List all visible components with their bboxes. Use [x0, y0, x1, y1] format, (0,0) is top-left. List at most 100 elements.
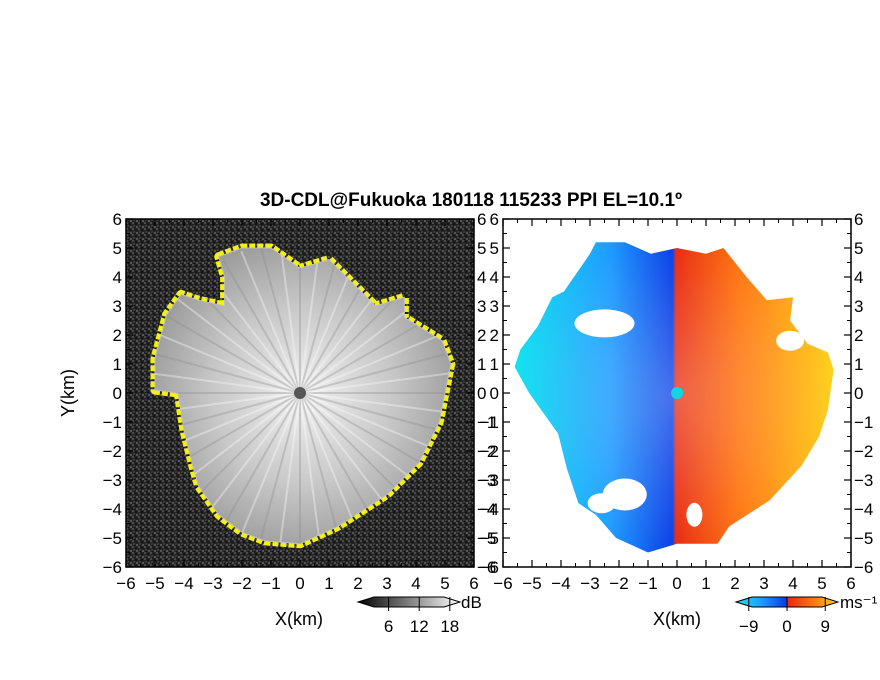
velocity-gap: [776, 330, 805, 351]
reflectivity-ytick-label: −4: [103, 500, 122, 519]
velocity-ytick-label: 0: [490, 384, 499, 403]
reflectivity-streak: [155, 307, 301, 394]
velocity-ytick-label: −5: [480, 529, 499, 548]
reflectivity-ytick-label: 5: [113, 239, 122, 258]
velocity-colorbar: −9 0 9 ms⁻¹: [734, 593, 878, 636]
reflectivity-streak: [278, 248, 301, 394]
velocity-ytick-label: −4: [480, 500, 499, 519]
reflectivity-colorbar-tick-label: 18: [440, 617, 459, 636]
velocity-xtick-label: 1: [701, 574, 710, 593]
velocity-xtick-label: 6: [846, 574, 855, 593]
reflectivity-colorbar-tick-label: 12: [410, 617, 429, 636]
reflectivity-ytick-label-right: −1: [477, 413, 496, 432]
reflectivity-xtick-label: −3: [203, 574, 222, 593]
velocity-colorbar-tick-label: 0: [782, 617, 791, 636]
velocity-colorbar-tick-label: −9: [739, 617, 758, 636]
velocity-xtick-label: −5: [522, 574, 541, 593]
reflectivity-streak: [155, 327, 301, 394]
reflectivity-colorbar-tick-label: 6: [384, 617, 393, 636]
velocity-ytick-label-right: 1: [854, 355, 863, 374]
reflectivity-ytick-label-right: −2: [477, 442, 496, 461]
reflectivity-streak: [299, 392, 436, 472]
velocity-ytick-label: 4: [490, 268, 499, 287]
reflectivity-ytick-label: 1: [113, 355, 122, 374]
reflectivity-streak: [299, 372, 451, 394]
reflectivity-streak: [176, 392, 301, 489]
reflectivity-ytick-label: 0: [113, 384, 122, 403]
reflectivity-streak: [299, 392, 344, 544]
reflectivity-ytick-label-right: −6: [477, 558, 496, 577]
velocity-ytick-label: 3: [490, 297, 499, 316]
velocity-ytick-label-right: −5: [854, 529, 873, 548]
reflectivity-streak: [299, 353, 446, 394]
reflectivity-ytick-label: 3: [113, 297, 122, 316]
velocity-xtick-label: 0: [672, 574, 681, 593]
velocity-xlabel: X(km): [653, 609, 701, 629]
reflectivity-xtick-label: 3: [382, 574, 391, 593]
velocity-gap: [587, 493, 616, 514]
velocity-axes: −6 −5 −4 −3 −2 −1 0 1 2 3 4 5 6−6 −6−5 −5−4 −4−3 −3−2 −2−…: [480, 210, 874, 593]
velocity-ytick-label-right: 4: [854, 268, 863, 287]
velocity-ytick-label: −2: [480, 442, 499, 461]
reflectivity-xtick-label: −4: [174, 574, 193, 593]
reflectivity-xtick-label: 1: [324, 574, 333, 593]
velocity-ytick-label: 5: [490, 239, 499, 258]
velocity-xtick-label: 3: [759, 574, 768, 593]
reflectivity-ytick-label-right: 6: [477, 210, 486, 229]
reflectivity-xlabel: X(km): [275, 609, 323, 629]
velocity-ytick-label: 6: [490, 210, 499, 229]
reflectivity-ytick-label: 6: [113, 210, 122, 229]
velocity-ytick-label-right: 2: [854, 326, 863, 345]
reflectivity-ytick-label-right: −3: [477, 471, 496, 490]
reflectivity-ytick-label-right: 4: [477, 268, 486, 287]
velocity-xtick-label: −6: [493, 574, 512, 593]
reflectivity-ytick-label-right: 5: [477, 239, 486, 258]
reflectivity-ytick-label: 4: [113, 268, 122, 287]
reflectivity-xtick-label: 2: [353, 574, 362, 593]
reflectivity-streak: [299, 326, 451, 394]
reflectivity-ytick-label-right: 1: [477, 355, 486, 374]
reflectivity-streak: [299, 392, 449, 434]
reflectivity-streak: [299, 392, 414, 507]
reflectivity-streak: [155, 349, 301, 394]
reflectivity-colorbar-body: [356, 596, 462, 608]
velocity-gap: [686, 502, 703, 527]
velocity-ytick-label-right: −1: [854, 413, 873, 432]
reflectivity-xtick-label: −6: [116, 574, 135, 593]
velocity-xtick-label: 2: [730, 574, 739, 593]
reflectivity-streak: [258, 248, 301, 394]
reflectivity-ytick-label: −2: [103, 442, 122, 461]
reflectivity-streak: [299, 392, 323, 544]
velocity-gap: [574, 309, 635, 338]
reflectivity-xtick-label: 0: [295, 574, 304, 593]
reflectivity-colorbar-ticks: 6 12 18: [384, 597, 459, 636]
velocity-xtick-label: −1: [638, 574, 657, 593]
reflectivity-streak: [276, 392, 301, 544]
velocity-ytick-label: 2: [490, 326, 499, 345]
reflectivity-streak: [299, 392, 451, 414]
velocity-xtick-label: −2: [609, 574, 628, 593]
velocity-ytick-label-right: −4: [854, 500, 873, 519]
velocity-ytick-label: 1: [490, 355, 499, 374]
reflectivity-xtick-label: −2: [232, 574, 251, 593]
velocity-missing-data-gaps: [574, 309, 805, 527]
velocity-ytick-label-right: −6: [854, 558, 873, 577]
reflectivity-ytick-label-right: 3: [477, 297, 486, 316]
reflectivity-xtick-label: 6: [469, 574, 478, 593]
reflectivity-ytick-label: −5: [103, 529, 122, 548]
reflectivity-streak: [164, 288, 301, 394]
velocity-xtick-label: −4: [551, 574, 570, 593]
reflectivity-ytick-label-right: 2: [477, 326, 486, 345]
reflectivity-streak: [299, 392, 444, 454]
velocity-ytick-label-right: −2: [854, 442, 873, 461]
velocity-colorbar-ticks: −9 0 9: [739, 597, 830, 636]
reflectivity-ytick-label-right: −4: [477, 500, 496, 519]
velocity-ytick-label: −1: [480, 413, 499, 432]
reflectivity-ytick-label-right: 0: [477, 384, 486, 403]
reflectivity-streak: [223, 392, 301, 525]
reflectivity-axes: −6 −5 −4 −3 −2 −1 0 1 2 3 4 5 6−6 −6−5 −5−4 −4−3 −3−2 −2−…: [103, 210, 497, 593]
velocity-ytick-label-right: 0: [854, 384, 863, 403]
reflectivity-ytick-label: −3: [103, 471, 122, 490]
reflectivity-xtick-label: 5: [440, 574, 449, 593]
